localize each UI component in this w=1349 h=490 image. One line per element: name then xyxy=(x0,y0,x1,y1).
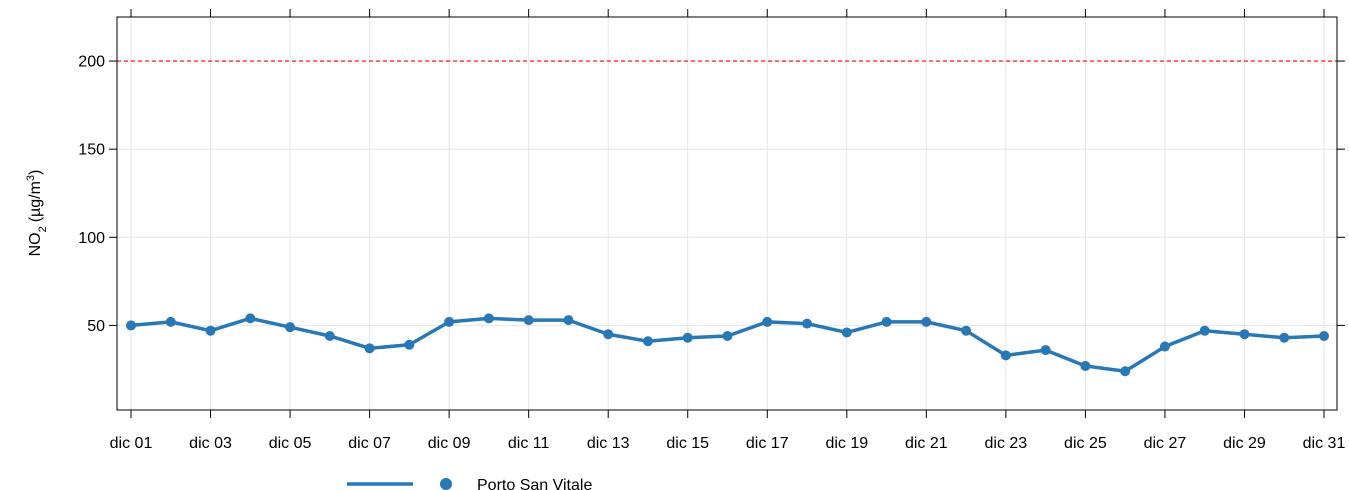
data-point xyxy=(961,325,972,336)
data-point xyxy=(364,343,375,354)
data-point xyxy=(1120,366,1131,377)
data-point xyxy=(603,329,614,340)
data-point xyxy=(802,318,813,329)
data-point xyxy=(722,330,733,341)
x-tick-label: dic 17 xyxy=(746,435,789,452)
data-point xyxy=(1319,330,1329,341)
data-point xyxy=(1159,341,1170,352)
x-tick-label: dic 07 xyxy=(348,435,391,452)
y-tick-label: 50 xyxy=(87,318,105,335)
x-tick-label: dic 25 xyxy=(1064,435,1107,452)
data-point xyxy=(285,322,296,333)
x-tick-label: dic 29 xyxy=(1223,435,1266,452)
data-point xyxy=(1279,332,1290,343)
x-tick-label: dic 09 xyxy=(428,435,471,452)
data-point xyxy=(205,325,216,336)
data-point xyxy=(881,316,892,327)
y-axis-label: NO2(µg/m3) xyxy=(25,170,49,257)
data-point xyxy=(523,315,534,326)
x-tick-label: dic 21 xyxy=(905,435,948,452)
data-point xyxy=(921,316,932,327)
legend-label: Porto San Vitale xyxy=(477,477,592,490)
series-line xyxy=(130,316,1325,373)
y-tick-label: 200 xyxy=(78,54,105,71)
data-point xyxy=(245,313,256,324)
x-tick-label: dic 31 xyxy=(1303,435,1346,452)
data-point xyxy=(1040,345,1051,356)
data-point xyxy=(1199,325,1210,336)
data-point xyxy=(1000,350,1011,361)
x-tick-label: dic 23 xyxy=(985,435,1028,452)
x-tick-label: dic 05 xyxy=(269,435,312,452)
x-tick-label: dic 03 xyxy=(189,435,232,452)
data-point xyxy=(563,315,574,326)
data-point xyxy=(682,332,693,343)
y-tick-label: 150 xyxy=(78,142,105,159)
data-point xyxy=(1080,360,1091,371)
x-tick-label: dic 27 xyxy=(1144,435,1187,452)
y-tick-label: 100 xyxy=(78,230,105,247)
data-point xyxy=(404,339,415,350)
data-point xyxy=(165,316,176,327)
x-tick-label: dic 15 xyxy=(666,435,709,452)
x-tick-label: dic 19 xyxy=(825,435,868,452)
data-point xyxy=(483,313,494,324)
x-tick-label: dic 01 xyxy=(110,435,153,452)
x-tick-label: dic 11 xyxy=(508,435,550,452)
plot-frame xyxy=(116,16,1338,411)
data-point xyxy=(841,327,852,338)
data-point xyxy=(324,330,335,341)
data-point xyxy=(126,320,136,331)
data-point xyxy=(444,316,455,327)
data-point xyxy=(1239,329,1250,340)
data-point xyxy=(762,316,773,327)
x-tick-label: dic 13 xyxy=(587,435,630,452)
data-point xyxy=(642,336,653,347)
legend-marker xyxy=(440,478,452,490)
